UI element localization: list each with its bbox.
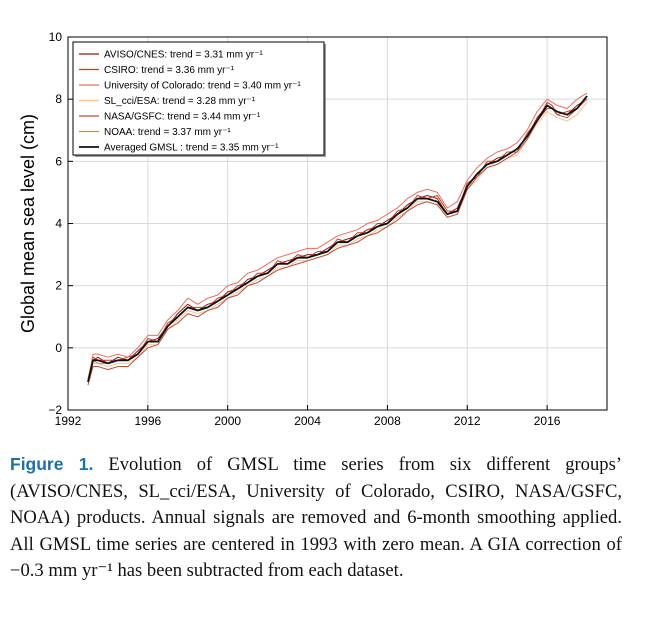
legend-label: NOAA: trend = 3.37 mm yr⁻¹ xyxy=(104,127,231,138)
series-line xyxy=(87,92,588,383)
series-line xyxy=(87,98,588,386)
x-tick-label: 2016 xyxy=(534,414,561,428)
y-tick-label: 6 xyxy=(55,154,62,168)
legend-label: NASA/GSFC: trend = 3.44 mm yr⁻¹ xyxy=(104,112,261,123)
series-line xyxy=(87,95,588,383)
x-tick-label: 2012 xyxy=(454,414,481,428)
figure-caption: Figure 1. Evolution of GMSL time series … xyxy=(10,451,622,585)
y-tick-label: 10 xyxy=(49,30,63,44)
figure-label: Figure 1. xyxy=(10,454,94,474)
x-tick-label: 2008 xyxy=(374,414,401,428)
legend-label: SL_cci/ESA: trend = 3.28 mm yr⁻¹ xyxy=(104,96,256,107)
y-tick-label: 0 xyxy=(55,341,62,355)
legend-label: Averaged GMSL : trend = 3.35 mm yr⁻¹ xyxy=(104,143,279,154)
legend-label: AVISO/CNES: trend = 3.31 mm yr⁻¹ xyxy=(104,50,263,61)
y-tick-label: 8 xyxy=(55,92,62,106)
legend-label: University of Colorado: trend = 3.40 mm … xyxy=(104,81,301,92)
chart-svg: 1992 1996 2000 2004 2008 2012 2016 −2 0 2 4 6 8 10 Glo… xyxy=(18,30,608,428)
legend-box xyxy=(72,41,325,156)
y-axis-label: Global mean sea level (cm) xyxy=(18,114,38,333)
gmsl-chart: 1992 1996 2000 2004 2008 2012 2016 −2 0 2 4 6 8 10 Glo… xyxy=(18,30,608,428)
caption-text: Evolution of GMSL time series from six d… xyxy=(10,454,622,581)
y-tick-label: 2 xyxy=(55,279,62,293)
x-tick-label: 1996 xyxy=(135,414,162,428)
x-tick-label: 1992 xyxy=(55,414,82,428)
x-tick-label: 2004 xyxy=(294,414,321,428)
y-tick-label: −2 xyxy=(48,403,62,417)
y-tick-label: 4 xyxy=(55,217,62,231)
legend-label: CSIRO: trend = 3.36 mm yr⁻¹ xyxy=(104,65,235,76)
x-tick-label: 2000 xyxy=(214,414,241,428)
